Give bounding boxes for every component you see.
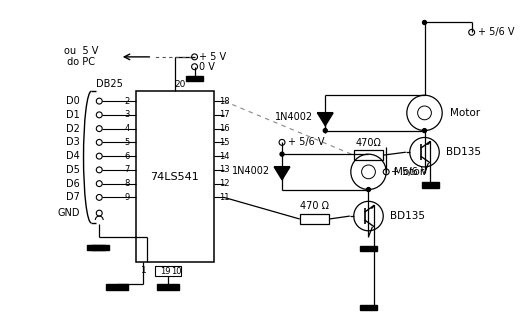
Text: D5: D5 bbox=[66, 165, 80, 175]
Text: BD135: BD135 bbox=[446, 147, 481, 157]
Bar bbox=[87, 245, 105, 250]
Text: 74LS541: 74LS541 bbox=[150, 172, 199, 182]
Text: 1N4002: 1N4002 bbox=[276, 112, 314, 122]
Bar bbox=[157, 284, 179, 290]
Bar bbox=[186, 76, 203, 81]
Polygon shape bbox=[427, 141, 431, 144]
Text: 13: 13 bbox=[219, 165, 230, 174]
Text: D0: D0 bbox=[66, 96, 80, 106]
Text: 16: 16 bbox=[219, 124, 230, 133]
Text: 0 V: 0 V bbox=[200, 62, 215, 72]
Text: 3: 3 bbox=[124, 110, 129, 119]
Bar bbox=[92, 245, 109, 250]
Text: 4: 4 bbox=[124, 124, 129, 133]
Text: + 5/6 V: + 5/6 V bbox=[477, 27, 514, 37]
Circle shape bbox=[367, 188, 370, 192]
Text: 12: 12 bbox=[219, 179, 230, 188]
Text: 2: 2 bbox=[124, 96, 129, 106]
Bar bbox=[106, 284, 128, 290]
Text: 15: 15 bbox=[219, 138, 230, 147]
Text: D3: D3 bbox=[66, 137, 80, 147]
Bar bbox=[360, 304, 378, 310]
Polygon shape bbox=[274, 167, 290, 180]
Text: 5: 5 bbox=[124, 138, 129, 147]
Text: + 5/6 V: + 5/6 V bbox=[288, 137, 324, 147]
Text: 19: 19 bbox=[160, 267, 171, 276]
Bar bbox=[422, 182, 439, 188]
Text: GND: GND bbox=[57, 208, 80, 218]
Bar bbox=[354, 150, 383, 160]
Text: ou  5 V: ou 5 V bbox=[64, 46, 98, 56]
Text: 11: 11 bbox=[219, 193, 230, 202]
Bar bbox=[136, 91, 214, 262]
Text: 20: 20 bbox=[174, 80, 186, 89]
Text: 1N4002: 1N4002 bbox=[232, 166, 270, 176]
Bar bbox=[360, 246, 378, 251]
Polygon shape bbox=[371, 205, 374, 208]
Text: BD135: BD135 bbox=[390, 211, 425, 221]
Text: 1: 1 bbox=[140, 266, 146, 275]
Text: 17: 17 bbox=[219, 110, 230, 119]
Text: 470Ω: 470Ω bbox=[356, 138, 382, 148]
Text: + 5/6 V: + 5/6 V bbox=[391, 167, 427, 177]
Text: 6: 6 bbox=[124, 152, 129, 161]
Text: DB25: DB25 bbox=[96, 79, 123, 89]
Text: 470 Ω: 470 Ω bbox=[300, 201, 329, 211]
Text: D7: D7 bbox=[66, 192, 80, 202]
Text: 10: 10 bbox=[171, 267, 181, 276]
Bar bbox=[155, 266, 181, 276]
Text: 9: 9 bbox=[124, 193, 129, 202]
Text: + 5 V: + 5 V bbox=[200, 52, 227, 62]
Bar bbox=[300, 214, 329, 224]
Text: D4: D4 bbox=[66, 151, 80, 161]
Text: Motor: Motor bbox=[394, 167, 424, 177]
Text: do PC: do PC bbox=[64, 57, 95, 67]
Circle shape bbox=[280, 152, 284, 156]
Text: D6: D6 bbox=[66, 179, 80, 189]
Text: D2: D2 bbox=[66, 124, 80, 134]
Circle shape bbox=[423, 129, 426, 132]
Text: 7: 7 bbox=[124, 165, 129, 174]
Text: 14: 14 bbox=[219, 152, 230, 161]
Text: Motor: Motor bbox=[450, 108, 480, 118]
Text: D1: D1 bbox=[66, 110, 80, 120]
Text: 18: 18 bbox=[219, 96, 230, 106]
Text: 8: 8 bbox=[124, 179, 129, 188]
Circle shape bbox=[323, 129, 327, 132]
Circle shape bbox=[423, 21, 426, 25]
Polygon shape bbox=[317, 113, 333, 126]
